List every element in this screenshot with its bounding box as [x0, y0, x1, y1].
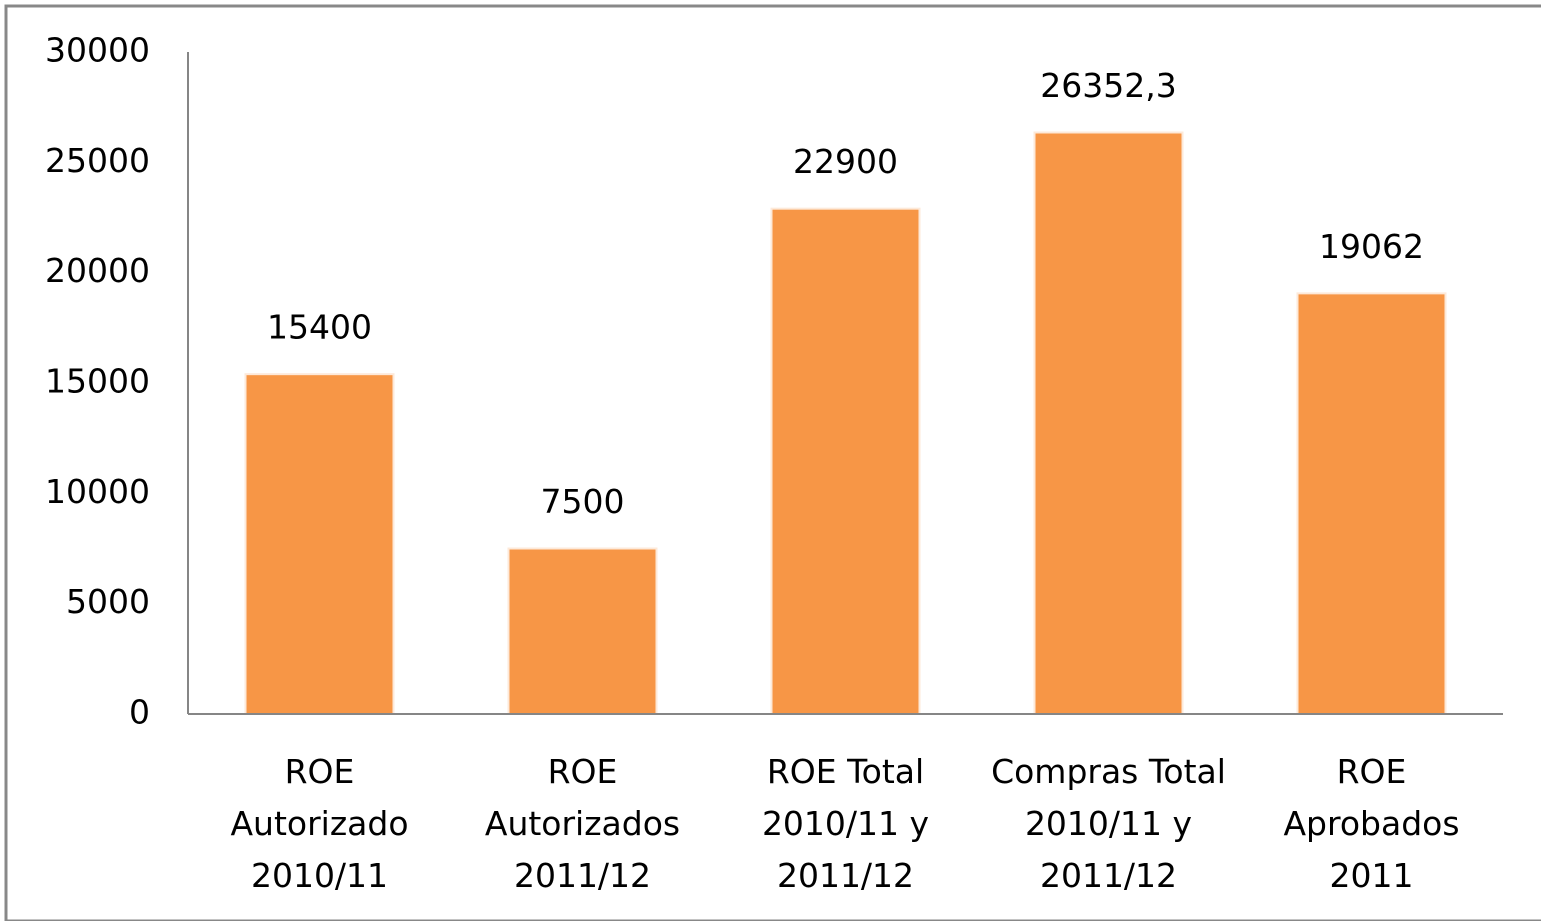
x-tick-label: ROE Aprobados 2011 — [1283, 752, 1460, 895]
value-label: 22900 — [793, 142, 898, 181]
y-tick-label: 20000 — [45, 251, 150, 290]
x-tick-label: ROE Total 2010/11 y 2011/12 — [761, 752, 930, 895]
value-label: 15400 — [267, 308, 372, 347]
x-tick-label: Compras Total 2010/11 y 2011/12 — [991, 752, 1226, 895]
y-tick-label: 0 — [129, 693, 150, 732]
bar — [1296, 292, 1447, 715]
bar — [244, 373, 395, 715]
value-label: 26352,3 — [1040, 66, 1176, 105]
y-tick-label: 15000 — [45, 362, 150, 401]
bar — [507, 547, 658, 715]
value-label: 7500 — [541, 482, 625, 521]
bar — [770, 207, 921, 715]
y-tick-label: 10000 — [45, 472, 150, 511]
y-tick-label: 5000 — [66, 582, 150, 621]
value-label: 19062 — [1319, 227, 1424, 266]
y-tick-label: 25000 — [45, 141, 150, 180]
chart-border — [4, 4, 1541, 921]
x-tick-label: ROE Autorizados 2011/12 — [484, 752, 681, 895]
y-tick-label: 30000 — [45, 31, 150, 70]
bar — [1033, 131, 1184, 716]
x-tick-label: ROE Autorizado 2010/11 — [230, 752, 409, 895]
